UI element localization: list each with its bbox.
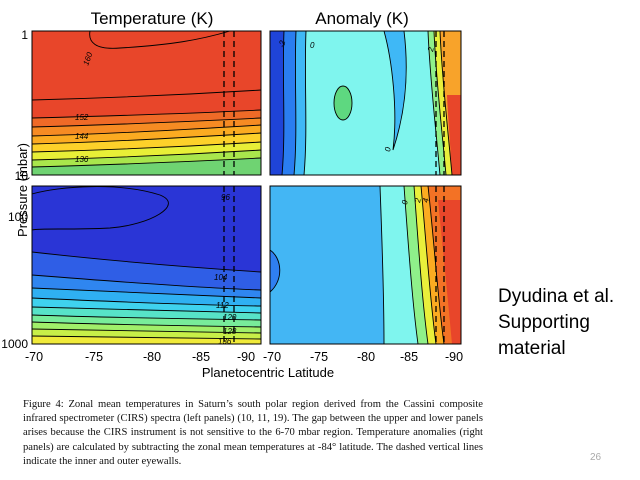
contour-label-temperature: 112: [216, 301, 229, 310]
x-tick-label-anomaly: -85: [400, 350, 418, 364]
x-tick-label-temperature: -80: [143, 350, 161, 364]
temperature-upper-panel: [32, 31, 261, 175]
y-tick-label: 10: [15, 169, 29, 183]
contour-label-anomaly: 2: [413, 197, 423, 204]
side-note-line: material: [498, 338, 566, 359]
contour-label-temperature: 144: [75, 132, 89, 141]
page-number: 26: [590, 452, 602, 463]
contour-label-temperature: 96: [221, 193, 230, 202]
x-tick-label-temperature: -90: [237, 350, 255, 364]
contour-label-temperature: 136: [75, 155, 89, 164]
x-tick-label-temperature: -75: [85, 350, 103, 364]
figure-4-contour-plots: Temperature (K) Anomaly (K) Pressure (mb…: [1, 9, 463, 380]
contour-label-anomaly: 4: [421, 197, 431, 203]
panel-title-anomaly: Anomaly (K): [315, 9, 409, 28]
contour-label-anomaly: 2: [426, 46, 436, 53]
eyewall-lines: [223, 31, 445, 344]
contour-label-anomaly: -2: [277, 39, 287, 48]
x-tick-label-anomaly: -70: [263, 350, 281, 364]
anomaly-lower-panel: [270, 186, 461, 344]
contour-label-anomaly: 0: [400, 199, 410, 205]
side-note: Dyudina et al. Supporting material: [498, 284, 638, 362]
figure-caption: Figure 4: Zonal mean temperatures in Sat…: [23, 399, 483, 467]
contour-label-temperature: 152: [75, 113, 89, 122]
y-tick-label: 1: [21, 28, 28, 42]
contour-label-temperature: 160: [81, 51, 94, 67]
x-tick-label-anomaly: -75: [310, 350, 328, 364]
x-tick-label-temperature: -85: [192, 350, 210, 364]
panel-title-temperature: Temperature (K): [91, 9, 214, 28]
contour-label-anomaly: 0: [383, 146, 393, 152]
y-axis-label: Pressure (mbar): [15, 143, 30, 237]
contour-label-temperature: 120: [223, 313, 237, 322]
contour-label-anomaly: 0: [310, 41, 315, 50]
x-tick-label-temperature: -70: [25, 350, 43, 364]
temperature-lower-panel: [32, 186, 261, 344]
x-tick-label-anomaly: -90: [445, 350, 463, 364]
anomaly-upper-panel: [270, 31, 461, 175]
contour-label-temperature: 136: [218, 337, 232, 346]
side-note-line: Dyudina et al.: [498, 286, 615, 307]
side-note-line: Supporting: [498, 312, 590, 333]
x-axis-label: Planetocentric Latitude: [202, 365, 334, 380]
y-tick-label: 1000: [1, 337, 28, 351]
x-tick-label-anomaly: -80: [357, 350, 375, 364]
contour-label-temperature: 128: [223, 327, 237, 336]
contour-label-temperature: 104: [214, 273, 228, 282]
y-tick-label: 100: [8, 210, 28, 224]
